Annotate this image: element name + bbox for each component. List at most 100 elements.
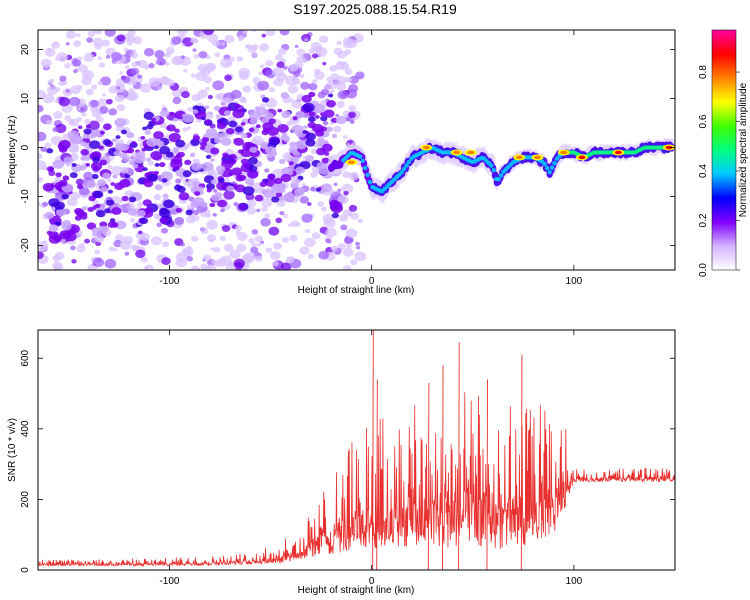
spectrogram-noise-blob xyxy=(348,171,360,181)
spectrogram-noise-blob xyxy=(190,73,196,78)
spectrogram-noise-blob xyxy=(348,104,357,112)
spectrogram-band-blob xyxy=(305,138,316,147)
spectrogram-hotspot-core xyxy=(347,160,355,165)
spectrogram-band-blob xyxy=(217,199,228,208)
spectrogram-band-blob xyxy=(254,194,264,202)
spectrogram-band-blob xyxy=(205,154,212,159)
spectrogram-band-blob xyxy=(114,182,125,190)
spectrogram-noise-blob xyxy=(175,257,188,268)
spectrogram-y-axis-label: Frequency (Hz) xyxy=(7,116,18,185)
spectrogram-noise-blob xyxy=(342,209,352,217)
spectrogram-band-blob xyxy=(318,165,331,175)
spectrogram-band-blob xyxy=(215,165,226,173)
spectrogram-band-blob xyxy=(115,135,121,140)
spectrogram-ridge-core xyxy=(399,170,404,175)
spectrogram-band-blob xyxy=(159,162,166,168)
spectrogram-noise-blob xyxy=(92,37,104,47)
spectrogram-noise-blob xyxy=(307,253,315,260)
spectrogram-band-blob xyxy=(159,109,170,117)
spectrogram-noise-blob xyxy=(348,111,357,119)
spectrogram-noise-blob xyxy=(65,30,77,39)
spectrogram-noise-blob xyxy=(58,96,70,107)
spectrogram-noise-blob xyxy=(329,65,338,72)
spectrogram-band-blob xyxy=(85,163,91,167)
snr-frame xyxy=(37,329,676,571)
snr-y-tick-label: 0 xyxy=(20,567,31,573)
spectrogram-band-blob xyxy=(324,84,332,90)
spectrogram-noise-blob xyxy=(237,37,243,42)
spectrogram-noise-blob xyxy=(345,228,358,239)
spectrogram-noise-blob xyxy=(91,109,102,118)
spectrogram-band-blob xyxy=(265,146,277,155)
spectrogram-band-blob xyxy=(240,132,248,139)
spectrogram-band-blob xyxy=(320,115,328,122)
spectrogram-x-tick-label: -100 xyxy=(159,276,179,287)
spectrogram-noise-blob xyxy=(340,62,350,71)
spectrogram-band-blob xyxy=(142,167,148,172)
spectrogram-noise-blob xyxy=(200,227,209,235)
spectrogram-band-blob xyxy=(249,146,258,153)
spectrogram-noise-blob xyxy=(195,71,207,82)
spectrogram-noise-blob xyxy=(116,86,121,90)
spectrogram-noise-blob xyxy=(233,202,239,207)
spectrogram-band-blob xyxy=(261,129,269,136)
spectrogram-band-blob xyxy=(206,188,212,193)
spectrogram-x-tick-label: 100 xyxy=(566,276,583,287)
spectrogram-band-blob xyxy=(154,184,163,191)
spectrogram-band-blob xyxy=(58,179,68,187)
spectrogram-band-blob xyxy=(226,185,235,192)
spectrogram-band-blob xyxy=(175,139,186,148)
spectrogram-noise-blob xyxy=(94,234,105,243)
spectrogram-band-blob xyxy=(212,132,222,140)
spectrogram-band-blob xyxy=(206,183,216,190)
spectrogram-noise-blob xyxy=(349,119,355,124)
spectrogram-noise-blob xyxy=(38,176,44,183)
spectrogram-noise-blob xyxy=(259,103,266,109)
spectrogram-band-blob xyxy=(185,209,193,216)
spectrogram-noise-blob xyxy=(203,30,214,36)
spectrogram-band-blob xyxy=(308,91,316,98)
spectrogram-band-blob xyxy=(124,174,130,179)
spectrogram-noise-blob xyxy=(166,79,175,87)
snr-peak xyxy=(441,365,444,570)
spectrogram-noise-blob xyxy=(156,222,162,228)
spectrogram-noise-blob xyxy=(187,106,194,112)
spectrogram-band-blob xyxy=(315,115,320,119)
spectrogram-ridge-core xyxy=(552,161,557,166)
spectrogram-band-blob xyxy=(83,128,92,135)
spectrogram-band-blob xyxy=(209,158,215,162)
spectrogram-band-blob xyxy=(120,143,130,151)
spectrogram-noise-blob xyxy=(94,249,101,255)
spectrogram-noise-blob xyxy=(291,77,301,86)
spectrogram-noise-blob xyxy=(84,118,92,125)
spectrogram-x-tick-label: 0 xyxy=(369,276,375,287)
spectrogram-noise-blob xyxy=(333,125,342,133)
spectrogram-band-blob xyxy=(178,192,190,201)
spectrogram-band-blob xyxy=(325,126,333,132)
spectrogram-band-blob xyxy=(221,159,234,169)
spectrogram-band-blob xyxy=(194,191,201,196)
spectrogram-noise-blob xyxy=(234,225,242,232)
spectrogram-ridge-core xyxy=(491,167,497,173)
spectrogram-noise-blob xyxy=(268,87,275,93)
spectrogram-band-blob xyxy=(220,137,232,146)
spectrogram-noise-blob xyxy=(342,171,351,178)
spectrogram-band-blob xyxy=(214,138,222,144)
spectrogram-noise-blob xyxy=(65,89,70,93)
spectrogram-band-blob xyxy=(267,173,276,180)
spectrogram-ridge-core xyxy=(547,169,552,175)
spectrogram-noise-blob xyxy=(161,227,168,234)
spectrogram-noise-blob xyxy=(75,178,84,186)
spectrogram-noise-blob xyxy=(119,240,132,251)
spectrogram-noise-blob xyxy=(92,257,105,268)
spectrogram-noise-blob xyxy=(148,77,161,88)
spectrogram-noise-blob xyxy=(41,165,48,171)
spectrogram-band-blob xyxy=(46,148,54,154)
spectrogram-noise-blob xyxy=(81,112,87,117)
spectrogram-band-blob xyxy=(111,138,118,143)
spectrogram-band-blob xyxy=(114,220,127,230)
snr-y-axis-label: SNR (10 * v/v) xyxy=(7,418,18,482)
spectrogram-band-blob xyxy=(111,207,122,215)
spectrogram-noise-blob xyxy=(343,135,348,139)
